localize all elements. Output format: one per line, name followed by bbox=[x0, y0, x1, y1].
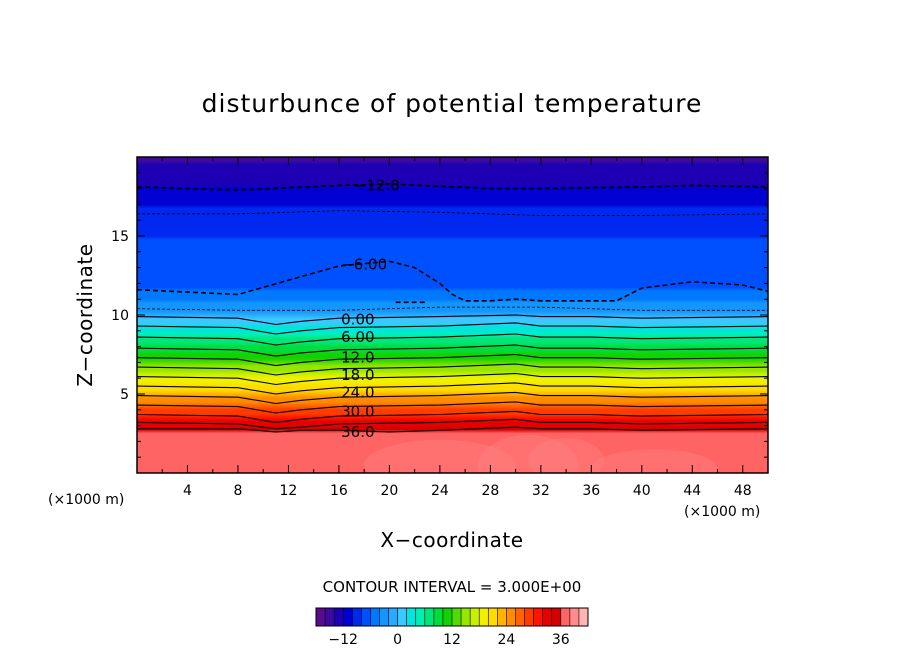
colorbar-swatch bbox=[524, 608, 534, 626]
colorbar-tick-label: 12 bbox=[443, 632, 461, 648]
surface-patch bbox=[364, 439, 516, 473]
chart-title: disturbunce of potential temperature bbox=[202, 89, 703, 118]
contour-label: 12.0 bbox=[341, 349, 374, 367]
y-axis-label: Z−coordinate bbox=[73, 243, 97, 386]
contour-line bbox=[137, 353, 768, 367]
x-tick-label: 20 bbox=[380, 483, 398, 499]
colorbar-swatch bbox=[388, 608, 398, 626]
y-tick-label: 10 bbox=[111, 308, 129, 324]
contour-line bbox=[137, 426, 768, 433]
colorbar-swatch bbox=[578, 608, 589, 626]
colorbar-swatch bbox=[316, 608, 326, 626]
x-tick-label: 44 bbox=[683, 483, 701, 499]
field-fill bbox=[137, 157, 768, 473]
contour-line bbox=[137, 418, 768, 430]
colorbar-swatch bbox=[560, 608, 571, 626]
contour-line bbox=[137, 382, 768, 395]
plot-area: −12.0 −6.00 0.006.00 12.018.024.030.0 36.0 4… bbox=[111, 156, 769, 499]
contour-line bbox=[137, 372, 768, 386]
contour-line bbox=[137, 306, 768, 311]
colorbar-swatch bbox=[461, 608, 471, 626]
y-tick-label: 5 bbox=[120, 387, 129, 403]
contour-label: −6.00 bbox=[341, 255, 387, 273]
contour-line bbox=[137, 333, 768, 346]
colorbar-swatch bbox=[415, 608, 426, 626]
colorbar-swatch bbox=[424, 608, 435, 626]
colorbar-swatch bbox=[515, 608, 525, 626]
x-ticks: 4 8 12 16 20 24 28 32 36 40 44 48 bbox=[161, 157, 752, 499]
z-unit-label: (×1000 m) bbox=[48, 492, 124, 508]
contour-line bbox=[137, 344, 768, 357]
contour-label: 6.00 bbox=[341, 328, 374, 346]
colorbar-swatch bbox=[406, 608, 417, 626]
colorbar-frame bbox=[315, 607, 589, 627]
contour-line bbox=[137, 210, 768, 216]
colorbar-swatch bbox=[370, 608, 380, 626]
colorbar-tick-label: 24 bbox=[497, 632, 515, 648]
contour-interval-text: CONTOUR INTERVAL = 3.000E+00 bbox=[323, 578, 582, 596]
surface-patches bbox=[364, 435, 718, 473]
colorbar-swatch bbox=[442, 608, 453, 626]
contour-label: 24.0 bbox=[341, 383, 374, 401]
x-tick-label: 32 bbox=[532, 483, 550, 499]
contour-labels: −12.0 −6.00 0.006.00 12.018.024.030.0 36.0 bbox=[341, 176, 400, 440]
colorbar-swatch bbox=[488, 608, 498, 626]
contour-lines bbox=[137, 183, 768, 433]
colorbar-swatch bbox=[542, 608, 553, 626]
contour-line bbox=[137, 183, 768, 192]
contour-label: −12.0 bbox=[354, 176, 400, 194]
contour-line bbox=[137, 401, 768, 414]
colorbar-tick-label: −12 bbox=[328, 632, 358, 648]
colorbar-tick-label: 36 bbox=[552, 632, 570, 648]
colorbar-swatch bbox=[433, 608, 444, 626]
contour-line bbox=[137, 391, 768, 405]
colorbar-swatch bbox=[397, 608, 407, 626]
x-tick-label: 4 bbox=[183, 483, 192, 499]
colorbar-swatch bbox=[334, 608, 344, 626]
colorbar-swatch bbox=[343, 608, 353, 626]
x-axis-label: X−coordinate bbox=[380, 528, 523, 552]
contour-line bbox=[137, 314, 768, 326]
y-ticks: 5 10 15 bbox=[111, 172, 768, 458]
surface-patch bbox=[477, 435, 579, 473]
colorbar-swatch bbox=[533, 608, 543, 626]
colorbar-swatch bbox=[379, 608, 389, 626]
x-unit-label: (×1000 m) bbox=[684, 504, 760, 520]
x-tick-label: 28 bbox=[481, 483, 499, 499]
contour-line bbox=[137, 260, 768, 302]
contour-label: 18.0 bbox=[341, 366, 374, 384]
contour-line bbox=[137, 322, 768, 335]
colorbar-swatch bbox=[479, 608, 489, 626]
colorbar-swatch bbox=[361, 608, 371, 626]
x-tick-label: 40 bbox=[633, 483, 651, 499]
colorbar-swatch bbox=[452, 608, 462, 626]
colorbar-swatch bbox=[470, 608, 480, 626]
surface-patch bbox=[528, 438, 604, 473]
colorbar-swatch bbox=[506, 608, 516, 626]
colorbar: −12 0 12 24 36 bbox=[315, 607, 589, 648]
colorbar-swatch bbox=[352, 608, 362, 626]
x-tick-label: 12 bbox=[280, 483, 298, 499]
x-tick-label: 48 bbox=[734, 483, 752, 499]
colorbar-tick-label: 0 bbox=[393, 632, 402, 648]
colorbar-swatch bbox=[569, 608, 580, 626]
contour-label: 30.0 bbox=[341, 402, 374, 420]
x-tick-label: 36 bbox=[582, 483, 600, 499]
colorbar-swatch bbox=[497, 608, 507, 626]
x-tick-label: 8 bbox=[233, 483, 242, 499]
x-tick-label: 16 bbox=[330, 483, 348, 499]
x-tick-label: 24 bbox=[431, 483, 449, 499]
contour-label: 36.0 bbox=[341, 423, 374, 441]
colorbar-swatch bbox=[325, 608, 335, 626]
y-tick-label: 15 bbox=[111, 229, 129, 245]
contour-line bbox=[137, 410, 768, 423]
surface-patch bbox=[591, 449, 718, 473]
colorbar-swatch bbox=[551, 608, 562, 626]
contour-label: 0.00 bbox=[341, 311, 374, 329]
contour-line bbox=[137, 363, 768, 376]
